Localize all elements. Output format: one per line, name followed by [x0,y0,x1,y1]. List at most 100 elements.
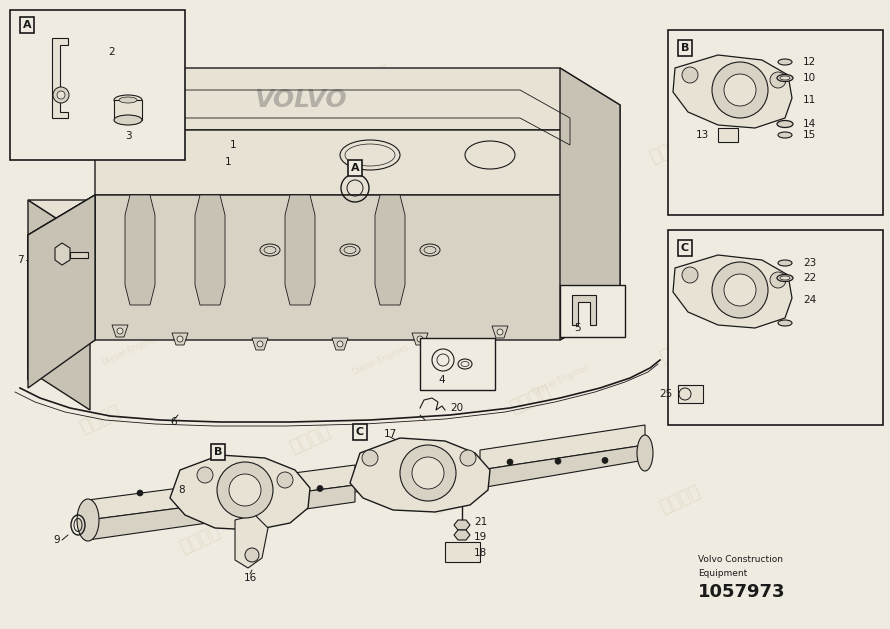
Text: Diesel·Engines: Diesel·Engines [100,333,160,367]
Text: 11: 11 [803,95,816,105]
Circle shape [177,336,183,342]
Text: 1: 1 [230,140,237,150]
Text: 15: 15 [803,130,816,140]
Text: 紫发动力: 紫发动力 [126,83,174,117]
Bar [420,338,495,390]
Text: 24: 24 [803,295,816,305]
Circle shape [400,445,456,501]
Circle shape [317,486,323,491]
Polygon shape [125,195,155,305]
Circle shape [724,274,756,306]
Circle shape [555,458,561,464]
Polygon shape [28,195,95,380]
Text: 19: 19 [474,532,487,542]
Text: 12: 12 [803,57,816,67]
Ellipse shape [119,97,137,103]
Circle shape [682,267,698,283]
Polygon shape [52,38,68,118]
Text: 紫发动力: 紫发动力 [557,273,603,307]
Bar [70,252,88,258]
Polygon shape [454,530,470,540]
Circle shape [262,487,268,493]
Text: C: C [356,427,364,437]
Polygon shape [112,325,128,337]
Text: Diesel·Engines: Diesel·Engines [220,143,280,177]
Text: B: B [681,43,689,53]
Ellipse shape [260,244,280,256]
Text: 紫发动力: 紫发动力 [657,333,703,367]
Ellipse shape [637,435,653,471]
Text: 3: 3 [125,131,132,141]
Polygon shape [172,333,188,345]
Text: Diesel·Engines: Diesel·Engines [450,443,510,477]
Text: C: C [681,243,689,253]
Polygon shape [88,465,355,520]
Text: VOLVO: VOLVO [254,88,346,112]
Circle shape [602,457,608,464]
Circle shape [137,490,143,496]
Text: 20: 20 [450,403,463,413]
Text: 紫发动力: 紫发动力 [77,403,124,437]
Text: 7: 7 [18,255,24,265]
Polygon shape [332,338,348,350]
Circle shape [197,489,203,494]
Circle shape [217,462,273,518]
Circle shape [197,467,213,483]
Bar [678,385,703,403]
Text: 紫发动力: 紫发动力 [506,383,554,417]
Polygon shape [492,326,508,338]
Polygon shape [375,195,405,305]
Circle shape [507,459,513,465]
Text: 紫发动力: 紫发动力 [177,263,223,298]
Circle shape [245,548,259,562]
Polygon shape [480,425,645,470]
Polygon shape [95,130,620,230]
Text: 13: 13 [696,130,709,140]
Polygon shape [170,455,310,530]
Circle shape [712,62,768,118]
Text: 18: 18 [474,548,487,558]
Text: 17: 17 [384,429,397,439]
Circle shape [117,328,123,334]
Bar [10,10,185,160]
Polygon shape [480,445,645,488]
Ellipse shape [780,76,790,80]
Polygon shape [28,200,90,410]
Ellipse shape [778,59,792,65]
Text: 紫发动力: 紫发动力 [397,243,443,277]
Polygon shape [195,195,225,305]
Polygon shape [252,338,268,350]
Ellipse shape [77,499,99,541]
Bar [114,100,142,120]
Polygon shape [673,55,792,128]
Circle shape [682,67,698,83]
Text: Diesel·Engines: Diesel·Engines [420,163,480,198]
Ellipse shape [777,121,793,128]
Bar [445,542,480,562]
Ellipse shape [340,244,360,256]
Polygon shape [350,438,490,512]
Circle shape [229,474,261,506]
Polygon shape [88,485,355,540]
Polygon shape [560,68,620,340]
Text: Diesel·Engines: Diesel·Engines [230,473,290,507]
Polygon shape [28,195,95,388]
Text: 紫发动力: 紫发动力 [426,482,473,517]
Text: Diesel·Engines: Diesel·Engines [530,363,590,397]
Circle shape [770,272,786,288]
Bar [560,285,625,337]
Polygon shape [285,195,315,305]
Ellipse shape [777,74,793,82]
Text: B: B [214,447,222,457]
Polygon shape [95,195,620,340]
Text: 紫发动力: 紫发动力 [287,423,333,457]
Ellipse shape [778,260,792,266]
Text: 21: 21 [474,517,487,527]
Text: Equipment: Equipment [698,569,748,577]
Circle shape [724,74,756,106]
Text: 6: 6 [170,417,176,427]
Circle shape [460,450,476,466]
Circle shape [770,72,786,88]
Ellipse shape [778,320,792,326]
Text: 25: 25 [659,389,672,399]
